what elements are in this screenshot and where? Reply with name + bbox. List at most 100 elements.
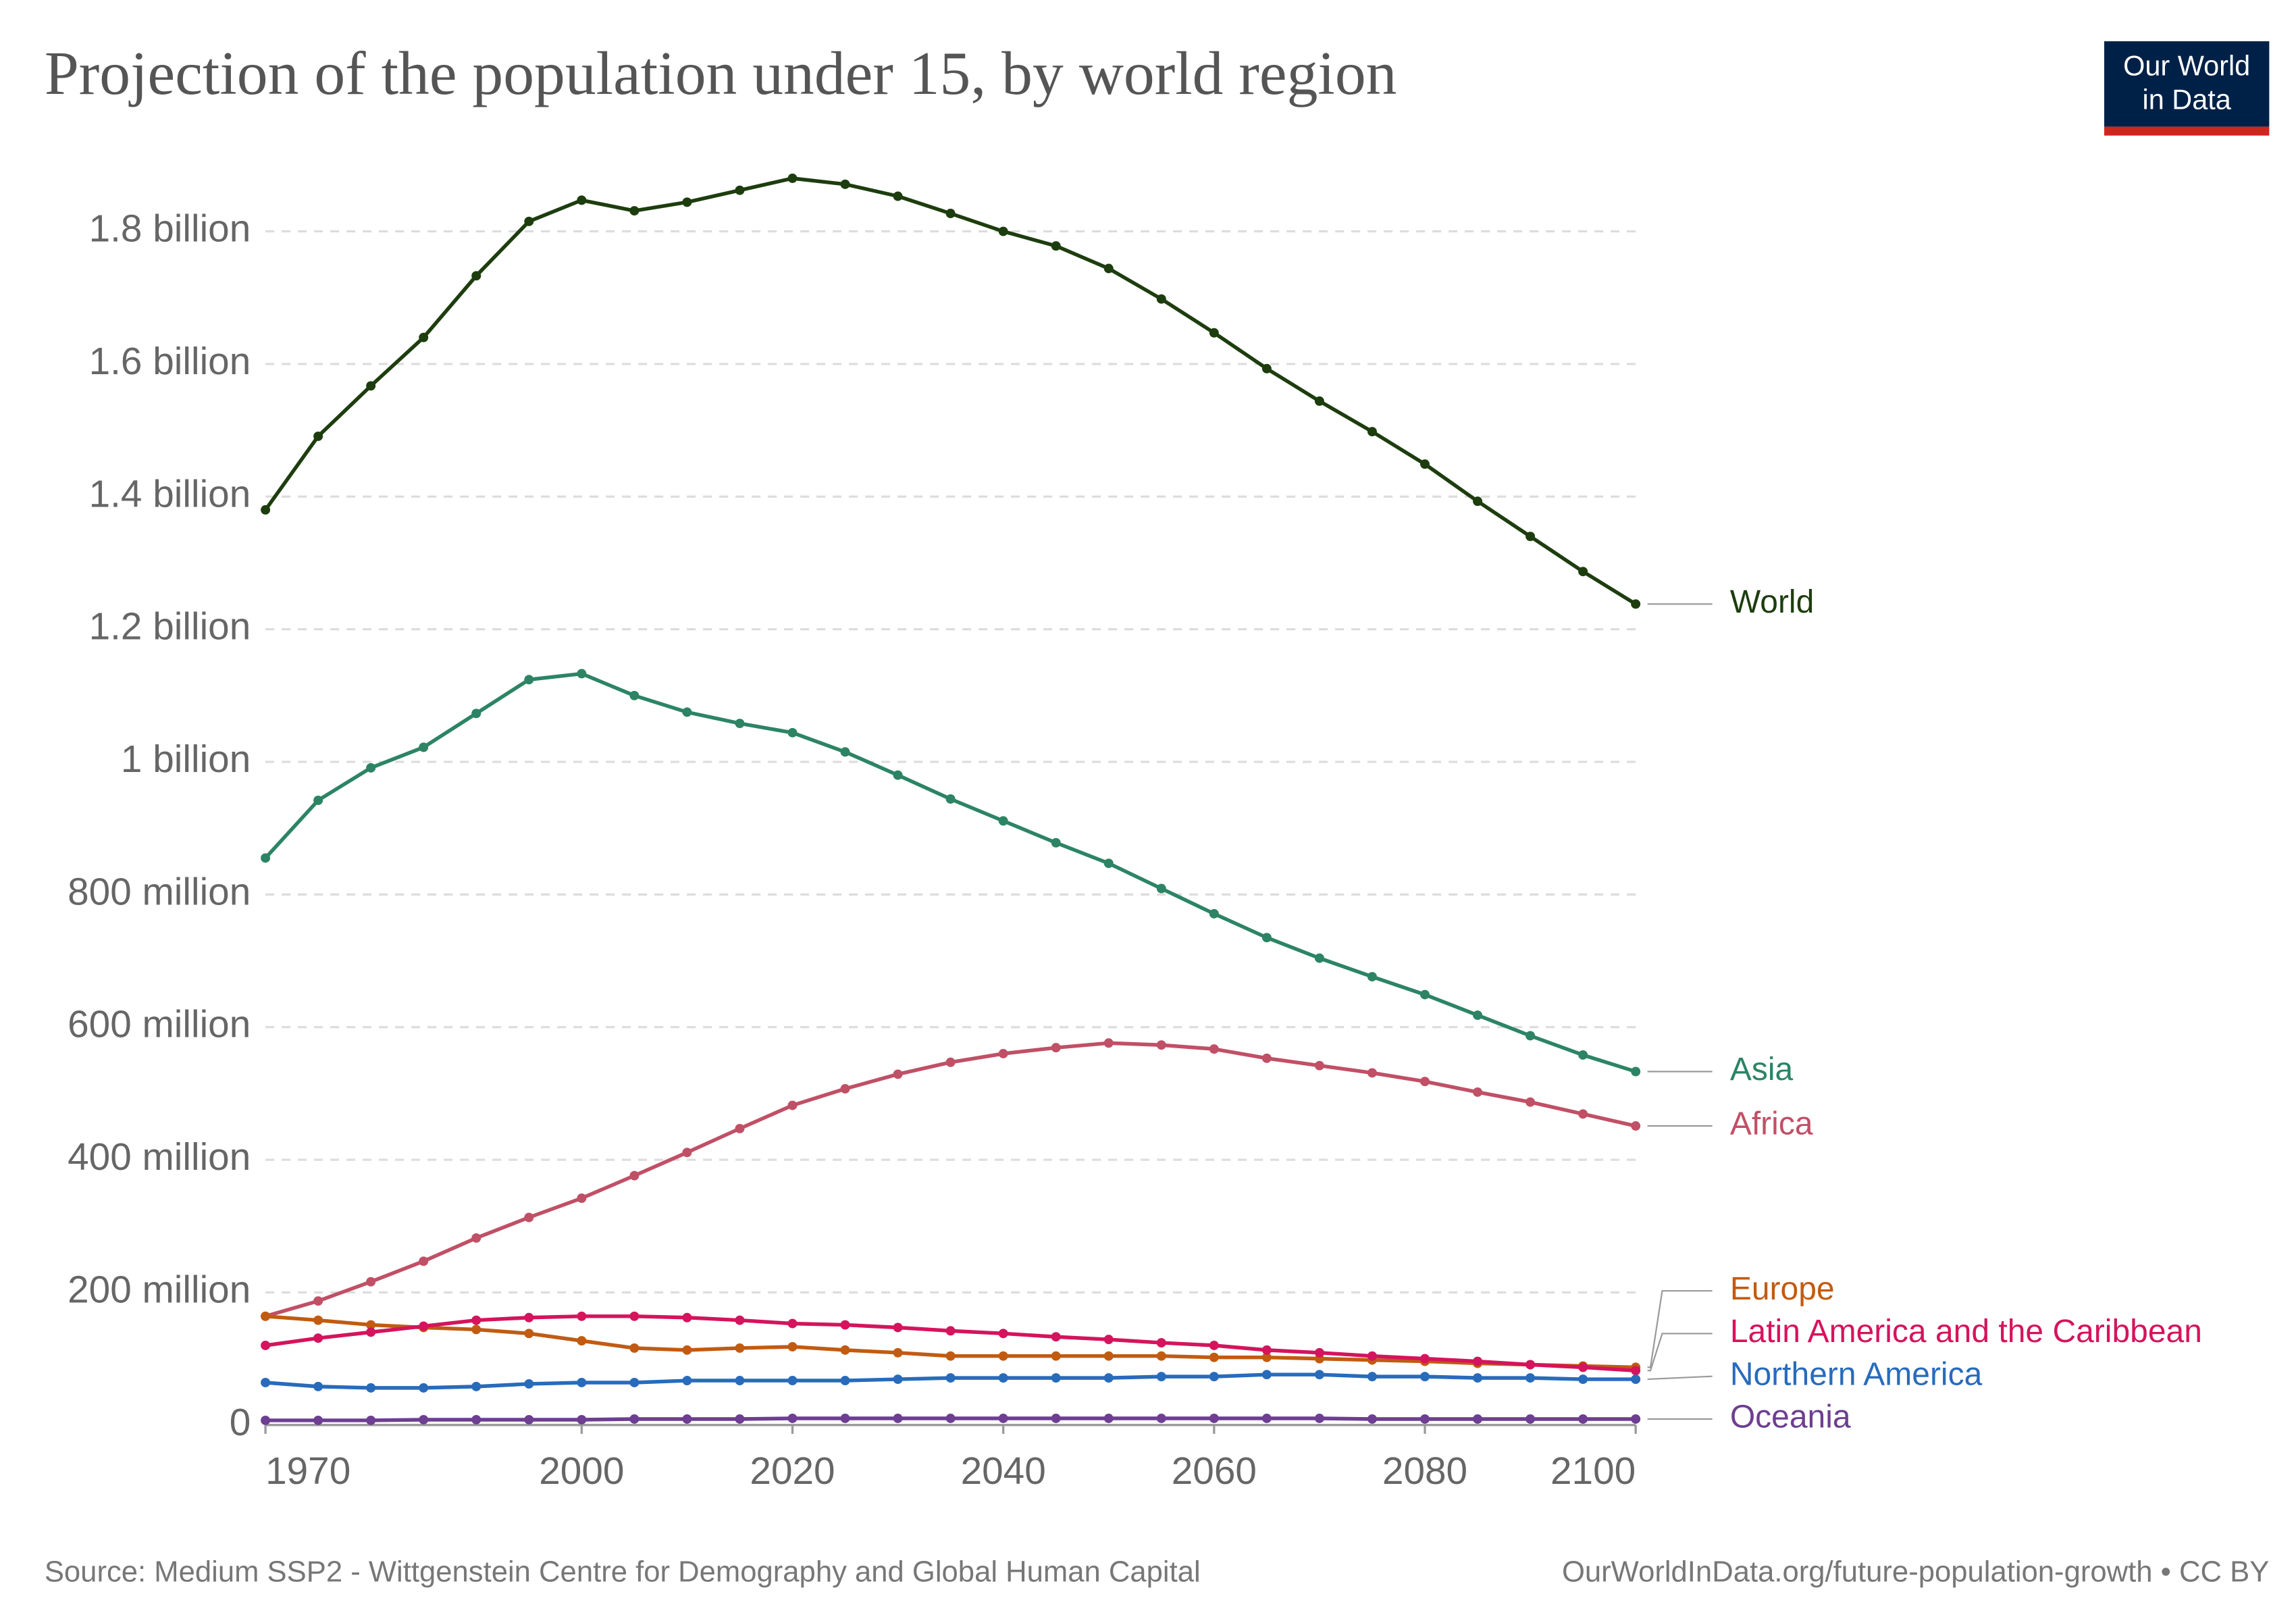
data-point [524, 1212, 534, 1223]
data-point [1051, 1332, 1061, 1342]
data-point [313, 1415, 323, 1425]
data-point [471, 271, 481, 281]
data-point [1420, 459, 1430, 469]
data-point [1103, 263, 1114, 274]
series-label: Africa [1730, 1106, 1813, 1142]
data-point [1314, 953, 1324, 963]
x-tick-label: 2020 [750, 1450, 835, 1493]
data-point [735, 1315, 745, 1325]
data-point [1314, 1414, 1324, 1423]
data-point [1051, 1414, 1061, 1423]
data-point [261, 853, 271, 863]
data-point [1473, 496, 1483, 507]
data-point [313, 1296, 323, 1306]
data-point [945, 1057, 956, 1067]
data-point [1473, 1414, 1483, 1424]
data-point [1209, 1044, 1219, 1054]
x-tick-label: 2100 [1550, 1450, 1636, 1493]
data-point [366, 763, 376, 773]
data-point [1367, 1351, 1377, 1361]
data-point [1051, 1351, 1061, 1361]
data-point [735, 719, 745, 729]
data-point [261, 1341, 271, 1350]
series-label: Latin America and the Caribbean [1730, 1314, 2202, 1349]
data-point [313, 431, 323, 441]
y-tick-label: 1.4 billion [89, 473, 251, 515]
series-label: Northern America [1730, 1356, 1983, 1392]
data-point [1156, 1338, 1166, 1348]
data-point [1209, 908, 1219, 919]
y-tick-label: 1.2 billion [89, 606, 251, 648]
data-point [471, 1414, 481, 1424]
data-point [1473, 1356, 1483, 1366]
data-point [893, 191, 903, 201]
y-tick-label: 800 million [68, 871, 251, 913]
data-point [1103, 858, 1114, 869]
data-point [1103, 1038, 1114, 1048]
data-point [261, 1311, 271, 1321]
data-point [1578, 1374, 1588, 1385]
data-point [1314, 396, 1324, 406]
data-point [682, 1414, 692, 1424]
x-tick-label: 2060 [1172, 1450, 1257, 1493]
data-point [735, 1343, 745, 1353]
data-point [1367, 1068, 1377, 1078]
data-point [840, 1084, 850, 1094]
data-point [1261, 1053, 1272, 1063]
data-point [419, 1414, 429, 1424]
data-point [1156, 294, 1166, 304]
data-point [524, 1329, 534, 1339]
data-point [998, 1049, 1008, 1058]
label-connector [1647, 1290, 1713, 1368]
data-point [998, 816, 1008, 826]
data-point [1631, 1374, 1641, 1385]
data-point [1051, 1043, 1061, 1053]
data-point [945, 794, 956, 804]
data-point [840, 1414, 850, 1423]
data-point [840, 747, 850, 757]
label-connector [1647, 1333, 1713, 1372]
data-point [629, 1170, 640, 1181]
data-point [261, 1378, 271, 1387]
data-point [577, 1378, 587, 1387]
data-point [893, 1414, 903, 1423]
data-point [577, 669, 587, 679]
y-tick-label: 400 million [68, 1136, 251, 1179]
data-point [577, 1414, 587, 1424]
data-point [682, 1345, 692, 1355]
data-point [893, 1374, 903, 1385]
data-point [1314, 1060, 1324, 1071]
data-point [313, 1315, 323, 1325]
data-point [1156, 1414, 1166, 1423]
data-point [787, 1318, 798, 1329]
data-point [524, 1312, 534, 1322]
series-label: Europe [1730, 1271, 1835, 1307]
data-point [1051, 838, 1061, 848]
data-point [893, 1322, 903, 1333]
data-point [998, 226, 1008, 236]
logo-bar [2104, 126, 2270, 136]
x-tick-label: 2080 [1382, 1450, 1467, 1493]
data-point [524, 216, 534, 226]
logo: Our World in Data [2104, 41, 2270, 136]
data-point [366, 1320, 376, 1330]
data-point [577, 1193, 587, 1204]
data-point [629, 1311, 640, 1321]
data-point [787, 1341, 798, 1352]
data-point [945, 209, 956, 219]
data-point [1631, 1366, 1641, 1376]
logo-text: Our World [2123, 49, 2250, 81]
data-point [577, 195, 587, 205]
data-point [1525, 1373, 1536, 1383]
data-point [840, 1345, 850, 1355]
data-point [419, 332, 429, 342]
data-point [366, 381, 376, 391]
data-point [1578, 1414, 1588, 1424]
data-point [1631, 1414, 1641, 1424]
data-point [998, 1414, 1008, 1423]
data-point [366, 1415, 376, 1425]
data-point [1473, 1010, 1483, 1021]
data-point [1631, 1066, 1641, 1077]
data-point [1525, 1031, 1536, 1041]
data-point [893, 1347, 903, 1358]
